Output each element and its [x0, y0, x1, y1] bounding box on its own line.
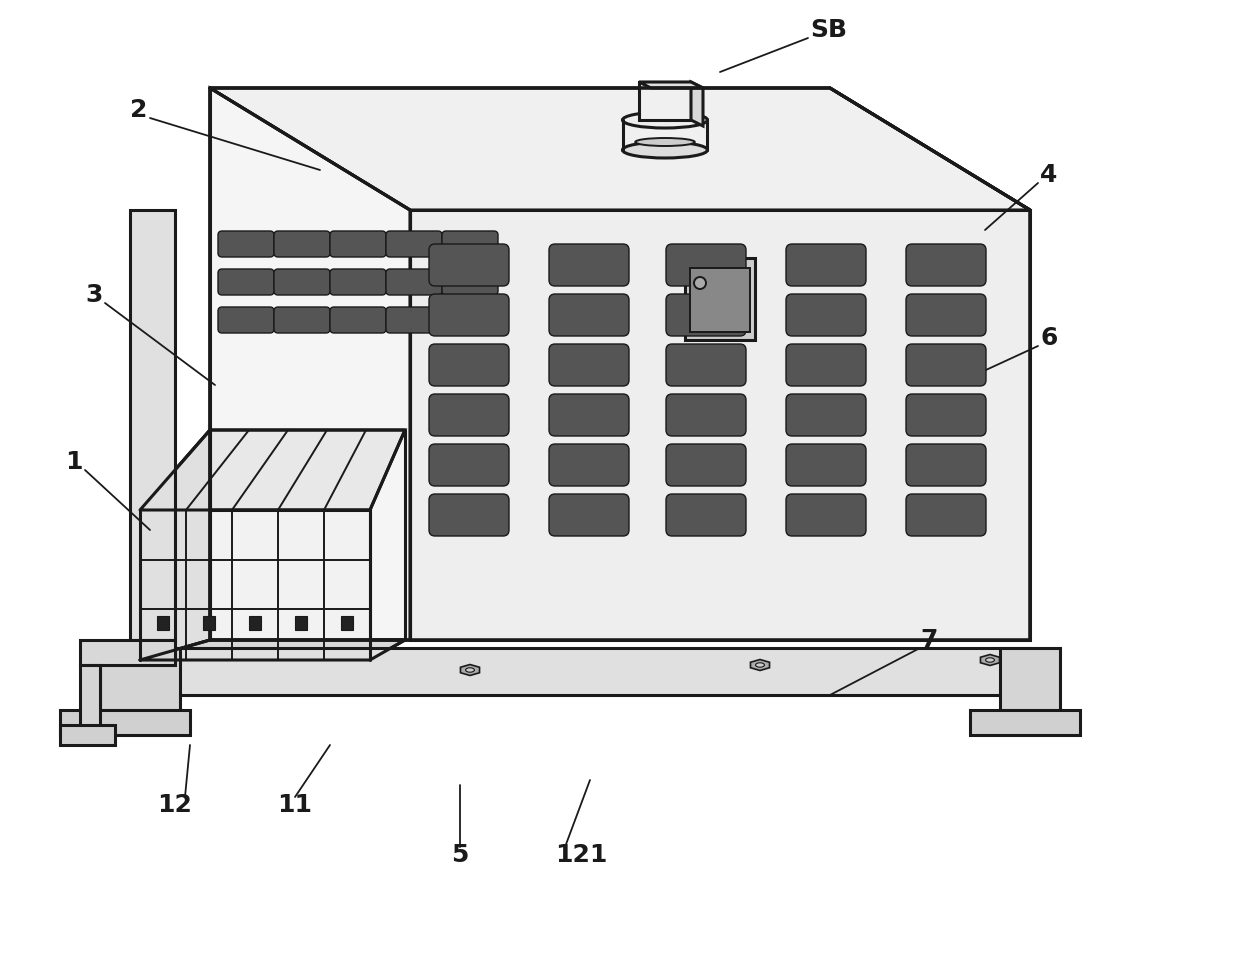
Ellipse shape — [622, 112, 708, 128]
Polygon shape — [691, 82, 703, 126]
Polygon shape — [140, 640, 405, 660]
FancyBboxPatch shape — [274, 307, 330, 333]
FancyBboxPatch shape — [441, 307, 498, 333]
Polygon shape — [249, 615, 260, 629]
FancyBboxPatch shape — [330, 307, 386, 333]
FancyBboxPatch shape — [549, 294, 629, 336]
FancyBboxPatch shape — [218, 307, 274, 333]
Polygon shape — [639, 82, 703, 88]
Text: 121: 121 — [556, 843, 608, 867]
Text: 5: 5 — [451, 843, 469, 867]
FancyBboxPatch shape — [906, 394, 986, 436]
Text: 2: 2 — [130, 98, 148, 122]
Text: 3: 3 — [86, 283, 103, 307]
Polygon shape — [203, 615, 215, 629]
FancyBboxPatch shape — [386, 269, 441, 295]
Polygon shape — [81, 665, 100, 735]
FancyBboxPatch shape — [549, 394, 629, 436]
Text: 4: 4 — [1040, 163, 1058, 187]
Polygon shape — [410, 210, 1030, 640]
FancyBboxPatch shape — [429, 294, 508, 336]
FancyBboxPatch shape — [906, 444, 986, 486]
FancyBboxPatch shape — [786, 244, 866, 286]
Text: SB: SB — [810, 18, 847, 42]
Polygon shape — [130, 648, 1030, 695]
Text: 12: 12 — [157, 793, 192, 817]
FancyBboxPatch shape — [786, 344, 866, 386]
Polygon shape — [295, 615, 308, 629]
FancyBboxPatch shape — [906, 344, 986, 386]
FancyBboxPatch shape — [906, 494, 986, 536]
FancyBboxPatch shape — [549, 244, 629, 286]
Ellipse shape — [986, 657, 994, 662]
Polygon shape — [140, 430, 405, 510]
Polygon shape — [60, 725, 115, 745]
Polygon shape — [460, 664, 480, 676]
FancyBboxPatch shape — [906, 294, 986, 336]
Polygon shape — [157, 615, 169, 629]
FancyBboxPatch shape — [549, 494, 629, 536]
Polygon shape — [999, 648, 1060, 720]
Polygon shape — [100, 648, 180, 720]
FancyBboxPatch shape — [330, 269, 386, 295]
FancyBboxPatch shape — [386, 231, 441, 257]
FancyBboxPatch shape — [429, 444, 508, 486]
Polygon shape — [81, 640, 175, 665]
Text: 6: 6 — [1040, 326, 1058, 350]
FancyBboxPatch shape — [666, 344, 746, 386]
Text: 11: 11 — [278, 793, 312, 817]
FancyBboxPatch shape — [441, 269, 498, 295]
FancyBboxPatch shape — [218, 231, 274, 257]
Ellipse shape — [465, 668, 475, 672]
Ellipse shape — [755, 663, 764, 667]
FancyBboxPatch shape — [218, 269, 274, 295]
Polygon shape — [341, 615, 353, 629]
Polygon shape — [140, 430, 210, 660]
Ellipse shape — [622, 142, 708, 158]
FancyBboxPatch shape — [666, 494, 746, 536]
FancyBboxPatch shape — [429, 244, 508, 286]
Polygon shape — [970, 710, 1080, 735]
Polygon shape — [981, 655, 999, 665]
Ellipse shape — [694, 277, 706, 289]
Ellipse shape — [635, 138, 694, 146]
Polygon shape — [140, 510, 370, 660]
FancyBboxPatch shape — [330, 231, 386, 257]
FancyBboxPatch shape — [429, 494, 508, 536]
Polygon shape — [210, 88, 1030, 210]
Polygon shape — [60, 710, 190, 735]
FancyBboxPatch shape — [786, 394, 866, 436]
FancyBboxPatch shape — [786, 294, 866, 336]
Polygon shape — [684, 258, 755, 340]
Text: 7: 7 — [920, 628, 937, 652]
FancyBboxPatch shape — [429, 344, 508, 386]
FancyBboxPatch shape — [549, 344, 629, 386]
FancyBboxPatch shape — [274, 231, 330, 257]
FancyBboxPatch shape — [906, 244, 986, 286]
Text: 1: 1 — [64, 450, 83, 474]
FancyBboxPatch shape — [386, 307, 441, 333]
FancyBboxPatch shape — [274, 269, 330, 295]
Polygon shape — [639, 82, 691, 120]
FancyBboxPatch shape — [666, 444, 746, 486]
FancyBboxPatch shape — [786, 494, 866, 536]
FancyBboxPatch shape — [666, 294, 746, 336]
Polygon shape — [210, 88, 410, 640]
FancyBboxPatch shape — [666, 394, 746, 436]
FancyBboxPatch shape — [549, 444, 629, 486]
Polygon shape — [750, 659, 770, 671]
FancyBboxPatch shape — [429, 394, 508, 436]
Polygon shape — [130, 210, 175, 640]
FancyBboxPatch shape — [666, 244, 746, 286]
Polygon shape — [689, 268, 750, 332]
FancyBboxPatch shape — [786, 444, 866, 486]
FancyBboxPatch shape — [441, 231, 498, 257]
